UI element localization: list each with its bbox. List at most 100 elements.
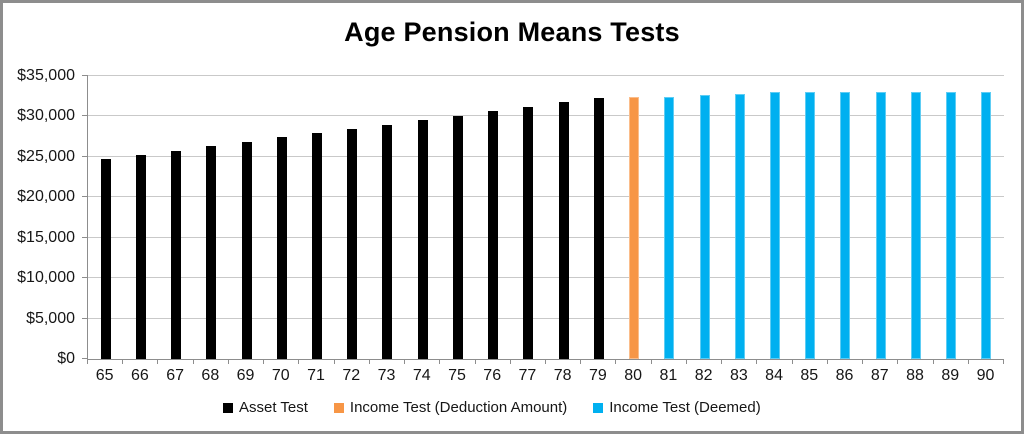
y-axis-label: $20,000 — [17, 188, 75, 206]
y-axis-label: $35,000 — [17, 67, 75, 84]
x-axis-tick — [298, 360, 300, 364]
x-axis-label: 81 — [659, 367, 678, 384]
x-axis-tick — [157, 360, 159, 364]
x-axis-tick — [87, 360, 88, 364]
x-axis-label: 68 — [201, 367, 220, 384]
x-axis-tick — [333, 360, 335, 364]
bar-income-test-deemed-age-90 — [981, 92, 992, 359]
x-axis-tick — [756, 360, 758, 364]
x-axis-label: 74 — [412, 367, 431, 384]
x-axis-label: 86 — [835, 367, 854, 384]
bar-income-test-deemed-age-89 — [946, 92, 957, 359]
x-axis-tick — [932, 360, 934, 364]
x-axis-label: 65 — [95, 367, 114, 384]
x-axis-tick — [1003, 360, 1004, 364]
x-axis-label: 83 — [729, 367, 748, 384]
x-axis-tick — [580, 360, 582, 364]
x-axis-tick — [862, 360, 864, 364]
bar-asset-test-age-65 — [100, 159, 111, 359]
bar-asset-test-age-73 — [382, 124, 393, 359]
bar-asset-test-age-67 — [171, 150, 182, 359]
bar-asset-test-age-69 — [241, 141, 252, 359]
y-axis-labels: $0 $5,000 $10,000 $15,000 $20,000 $25,000 $30,… — [3, 68, 75, 367]
bar-asset-test-age-77 — [523, 106, 534, 359]
x-axis-labels: 65 66 67 68 69 70 71 72 73 74 75 76 77 78 79 80 81 82 83 84… — [87, 367, 1003, 385]
chart-title: Age Pension Means Tests — [344, 17, 680, 47]
gridline — [88, 155, 1004, 157]
bar-income-test-deemed-age-81 — [664, 97, 675, 359]
y-axis-label: $10,000 — [17, 269, 75, 287]
x-axis-label: 76 — [483, 367, 502, 384]
legend-label: Income Test (Deemed) — [609, 399, 761, 416]
x-axis-label: 84 — [765, 367, 783, 384]
y-axis-tick — [82, 358, 88, 359]
bar-income-test-deemed-age-85 — [805, 92, 816, 359]
x-axis-label: 80 — [624, 367, 643, 384]
legend-swatch-icon — [333, 402, 344, 413]
x-axis-label: 69 — [236, 367, 255, 384]
y-axis-tick — [82, 75, 88, 76]
x-axis-tick — [967, 360, 969, 364]
bar-income-test-deduction-amount-age-80 — [629, 97, 640, 359]
legend-swatch-icon — [593, 402, 604, 413]
bar-asset-test-age-66 — [135, 155, 146, 359]
bar-asset-test-age-72 — [347, 128, 358, 359]
plot-area — [82, 75, 1004, 364]
legend-swatch-icon — [223, 402, 233, 413]
x-axis-label: 73 — [377, 367, 396, 384]
x-axis-label: 77 — [518, 367, 537, 384]
bar-income-test-deemed-age-86 — [840, 92, 851, 359]
x-axis-label: 89 — [941, 367, 960, 384]
x-axis-label: 82 — [694, 367, 713, 384]
legend: Asset Test Income Test (Deduction Amount)… — [223, 399, 761, 416]
gridline — [88, 75, 1004, 76]
x-axis-label: 90 — [976, 367, 995, 384]
bar-income-test-deemed-age-84 — [770, 92, 780, 359]
bar-asset-test-age-68 — [206, 146, 217, 359]
legend-label: Asset Test — [239, 399, 308, 416]
x-axis-label: 78 — [553, 367, 572, 384]
x-axis-label: 87 — [870, 367, 889, 384]
bar-asset-test-age-70 — [276, 137, 287, 359]
x-axis-tick — [474, 360, 476, 364]
x-axis-tick — [685, 360, 687, 364]
gridline — [88, 277, 1004, 279]
bar-asset-test-age-76 — [488, 111, 499, 359]
bar-asset-test-age-79 — [593, 97, 604, 359]
x-axis-tick — [897, 360, 899, 364]
y-axis-label: $5,000 — [26, 309, 75, 327]
y-axis-tick — [82, 277, 88, 279]
y-axis-label: $15,000 — [17, 228, 75, 246]
x-axis-tick — [791, 360, 793, 364]
y-axis-tick — [82, 196, 88, 198]
x-axis-label: 71 — [307, 367, 325, 384]
legend-item: Income Test (Deduction Amount) — [333, 399, 568, 416]
x-axis-tick — [404, 360, 406, 364]
x-axis-tick — [122, 360, 124, 364]
x-axis-tick — [615, 360, 617, 364]
x-axis-tick — [263, 360, 265, 364]
x-axis-label: 66 — [130, 367, 149, 384]
y-axis-tick — [82, 236, 88, 238]
legend-label: Income Test (Deduction Amount) — [349, 399, 568, 416]
x-axis-tick — [545, 360, 546, 364]
x-axis-label: 79 — [589, 367, 607, 384]
y-axis-tick — [82, 317, 88, 319]
x-axis-label: 67 — [166, 367, 184, 384]
y-axis-tick — [82, 115, 88, 117]
gridline — [88, 317, 1004, 319]
x-axis-tick — [650, 360, 652, 364]
x-axis-tick — [509, 360, 511, 364]
x-axis-label: 88 — [906, 367, 924, 384]
y-axis-label: $25,000 — [17, 147, 75, 165]
x-axis-tick — [368, 360, 370, 364]
y-axis-label: $30,000 — [17, 107, 75, 125]
gridline — [88, 115, 1004, 117]
bar-asset-test-age-71 — [312, 133, 322, 359]
y-axis-label: $0 — [57, 350, 75, 367]
bar-income-test-deemed-age-83 — [734, 93, 745, 359]
x-axis-label: 70 — [271, 367, 290, 384]
x-axis-tick — [227, 360, 229, 364]
bar-income-test-deemed-age-87 — [875, 92, 886, 359]
